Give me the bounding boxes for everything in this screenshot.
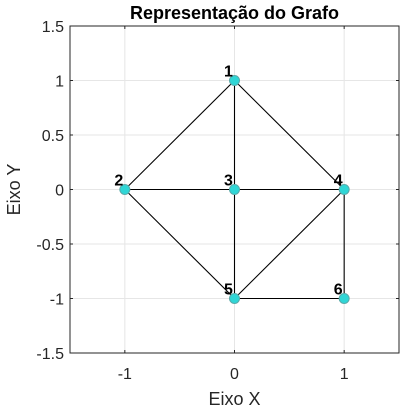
graph-node (119, 184, 131, 195)
chart-title: Representação do Grafo (130, 3, 339, 23)
graph-node-label: 3 (224, 173, 233, 190)
graph-node-label: 4 (334, 173, 343, 190)
graph-node-label: 6 (334, 282, 343, 299)
graph-node (229, 293, 240, 304)
y-tick-label: 0 (55, 183, 64, 200)
edges (124, 80, 345, 300)
graph-node-label: 2 (114, 173, 123, 190)
x-tick-label: -1 (118, 366, 132, 383)
graph-node (229, 75, 240, 86)
y-axis-label: Eixo Y (4, 164, 24, 216)
graph-edge (234, 189, 345, 299)
graph-node (338, 293, 350, 304)
ticks: -1 0 1 1.5 1 0.5 0 -0.5 -1 -1.5 (36, 19, 399, 383)
y-tick-label: -0.5 (36, 237, 64, 254)
graph-edge (124, 80, 235, 190)
x-tick-label: 1 (340, 366, 349, 383)
x-axis-label: Eixo X (208, 389, 260, 409)
y-tick-label: -1.5 (36, 346, 64, 363)
y-tick-label: 1 (55, 74, 64, 91)
graph-node (338, 184, 350, 195)
graph-node-label: 5 (224, 282, 233, 299)
graph-node-label: 1 (224, 64, 233, 81)
node-labels: 1 2 3 4 5 6 (114, 64, 342, 299)
y-tick-label: 0.5 (42, 128, 64, 145)
y-tick-label: -1 (50, 292, 64, 309)
nodes (119, 75, 350, 304)
x-tick-label: 0 (230, 366, 239, 383)
graph-node (229, 184, 240, 195)
y-tick-label: 1.5 (42, 19, 64, 36)
graph-edge (124, 189, 235, 299)
graph-edge (234, 80, 345, 190)
